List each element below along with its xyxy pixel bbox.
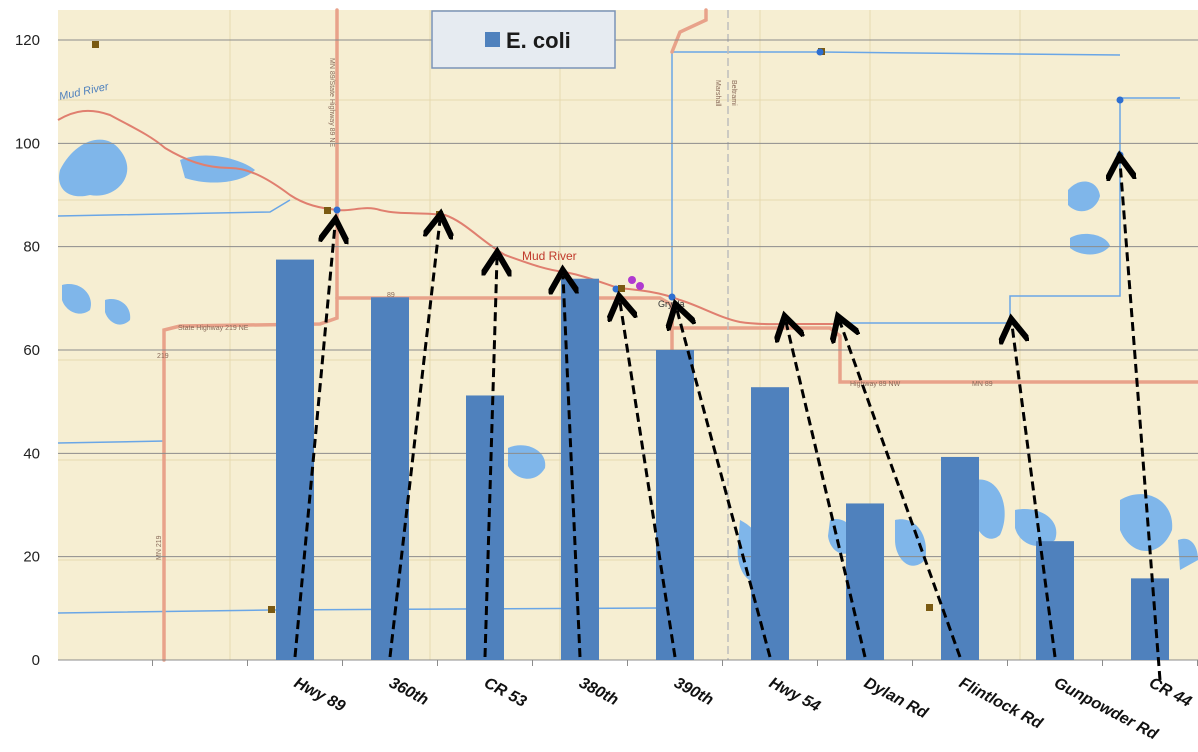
bar-cr-44 — [1131, 578, 1169, 660]
y-tick-label: 20 — [23, 549, 40, 566]
sample-site-marker — [1117, 152, 1124, 159]
road-label: 219 — [157, 353, 169, 360]
bar-360th — [371, 297, 409, 660]
y-tick-label: 100 — [15, 135, 40, 152]
x-label-hwy-54: Hwy 54 — [766, 675, 823, 716]
road-label: MN 89/State Highway 89 NE — [328, 58, 335, 147]
monitoring-marker — [926, 604, 933, 611]
x-label-flintlock-rd: Flintlock Rd — [956, 675, 1046, 734]
y-tick-label: 60 — [23, 342, 40, 359]
x-label-hwy-89: Hwy 89 — [291, 675, 348, 716]
x-label-360th: 360th — [386, 675, 431, 710]
y-tick-label: 40 — [23, 445, 40, 462]
road-label: Marshall — [714, 80, 721, 107]
bar-390th — [656, 350, 694, 660]
sample-site-marker — [669, 294, 676, 301]
map-land — [58, 10, 1198, 660]
road-label: Beltrami — [730, 80, 737, 106]
monitoring-marker — [436, 211, 443, 218]
legend: E. coli — [432, 11, 615, 68]
x-label-gunpowder-rd: Gunpowder Rd — [1051, 675, 1161, 744]
sample-site-marker — [817, 49, 824, 56]
purple-site-marker — [628, 276, 636, 284]
sample-site-marker — [334, 207, 341, 214]
x-label-dylan-rd: Dylan Rd — [861, 675, 931, 723]
sample-site-marker — [1117, 97, 1124, 104]
y-tick-label: 120 — [15, 32, 40, 49]
x-axis-labels: Hwy 89 360th CR 53 380th 390th Hwy 54 Dylan Rd… — [291, 675, 1194, 744]
map-background: Mud River Mud River Grygla — [58, 10, 1198, 660]
river-label: Mud River — [522, 249, 577, 263]
x-label-cr-44: CR 44 — [1146, 675, 1194, 711]
y-axis-ticks: 0 20 40 60 80 100 120 — [15, 32, 40, 669]
legend-label: E. coli — [506, 28, 571, 53]
monitoring-marker — [92, 41, 99, 48]
bar-380th — [561, 279, 599, 660]
x-label-390th: 390th — [671, 675, 716, 710]
road-label: Highway 89 NW — [850, 381, 901, 388]
x-label-cr-53: CR 53 — [481, 675, 529, 711]
road-label: MN 89 — [972, 381, 993, 388]
town-label: Grygla — [658, 299, 685, 309]
bar-flintlock-rd — [941, 457, 979, 660]
road-label: State Highway 219 NE — [178, 325, 249, 332]
y-tick-label: 80 — [23, 239, 40, 256]
bar-dylan-rd — [846, 503, 884, 660]
monitoring-marker — [324, 207, 331, 214]
bar-hwy-54 — [751, 387, 789, 660]
x-label-380th: 380th — [576, 675, 621, 710]
monitoring-marker — [268, 606, 275, 613]
legend-swatch — [485, 32, 500, 47]
monitoring-marker — [618, 285, 625, 292]
bar-hwy-89 — [276, 260, 314, 660]
purple-site-marker — [636, 282, 644, 290]
y-tick-label: 0 — [32, 652, 40, 669]
